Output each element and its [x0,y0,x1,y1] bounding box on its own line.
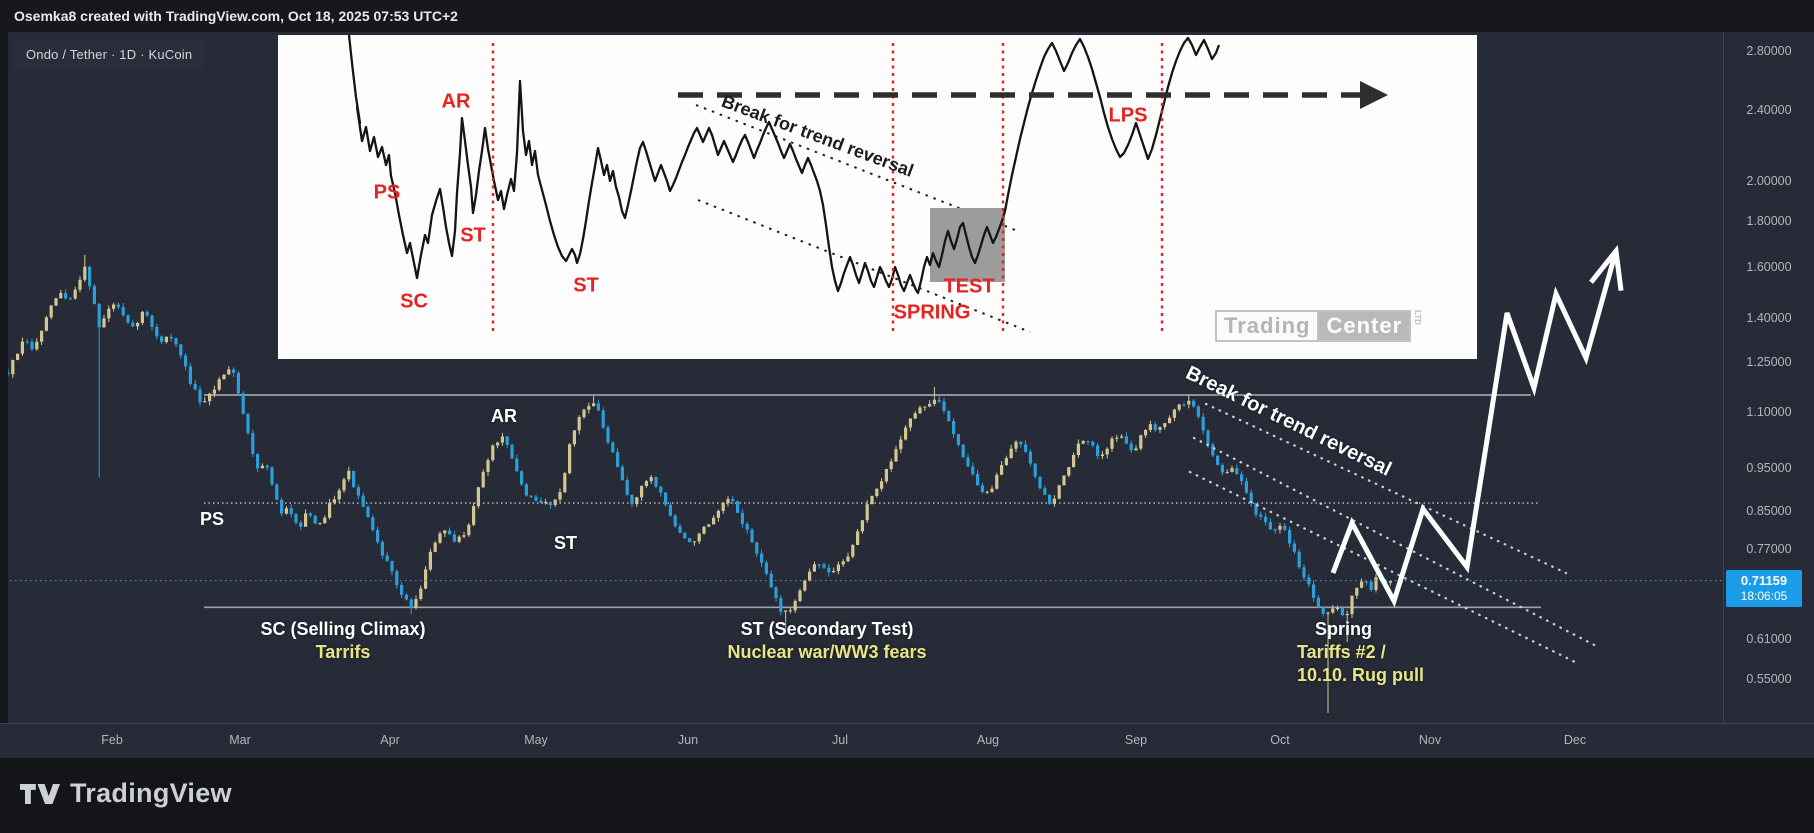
schematic-price-line [347,35,1221,295]
watermark-word-trading: Trading [1215,310,1320,342]
price-tick: 0.55000 [1746,672,1792,686]
schematic-label-ar: AR [441,90,471,113]
price-tick: 0.95000 [1746,461,1792,476]
wyckoff-schematic-inset[interactable]: PS AR ST SC ST SPRING TEST LPS Break for trend … [278,35,1477,359]
left-edge-strip [0,32,8,758]
schematic-label-test: TEST [943,275,995,298]
month-label-feb: Feb [101,733,123,747]
candlesticks [6,254,1392,713]
chart-area: Ondo / Tether · 1D · KuCoin PS AR ST SC ST SP… [0,32,1814,758]
schematic-label-st: ST [460,224,486,247]
price-tick: 1.40000 [1746,311,1792,326]
month-label-apr: Apr [380,733,400,747]
attribution-bar: Osemka8 created with TradingView.com, Oc… [0,0,1814,32]
price-tick: 2.00000 [1746,173,1792,188]
price-tick: 1.10000 [1746,404,1792,419]
price-chart-canvas[interactable] [0,32,1814,758]
trend-channel-dotted-line[interactable] [1188,470,1577,664]
footer-bar: TradingView [0,758,1814,833]
projection-arrowhead [1589,244,1624,291]
schematic-channel-line [695,104,1016,231]
price-tick: 1.25000 [1746,355,1792,370]
tradingview-logo[interactable]: TradingView [20,778,232,809]
price-tick: 2.40000 [1746,103,1792,118]
month-label-jul: Jul [832,733,848,747]
month-label-sep: Sep [1124,733,1148,747]
month-label-aug: Aug [976,733,1000,747]
last-price-badge: 0.71159 18:06:05 [1726,569,1802,607]
price-tick: 1.80000 [1746,214,1792,229]
month-label-may: May [524,733,548,747]
tradingview-logo-icon [20,783,60,804]
schematic-label-st: ST [573,274,599,297]
price-tick: 2.80000 [1746,43,1792,58]
tradingview-logo-text: TradingView [70,778,232,808]
schematic-label-sc: SC [400,290,428,313]
time-scale[interactable]: Feb Mar Apr May Jun Jul Aug Sep Oct Nov Dec [0,723,1814,758]
bar-countdown: 18:06:05 [1740,588,1788,603]
attribution-text: Osemka8 created with TradingView.com, Oc… [14,8,458,24]
schematic-label-lps: LPS [1108,104,1148,127]
watermark-word-center: Center [1319,310,1412,342]
watermark-word-ltd: LTD [1413,310,1423,325]
schematic-label-ps: PS [373,181,401,204]
month-label-mar: Mar [229,733,251,747]
month-label-jun: Jun [677,733,699,747]
month-label-nov: Nov [1418,733,1442,747]
projection-zigzag-arrow[interactable] [1330,250,1619,608]
trend-channel-dotted-line[interactable] [1192,436,1602,650]
schematic-dashed-arrowhead [1360,81,1388,109]
price-tick: 0.61000 [1746,632,1792,647]
schematic-label-spring: SPRING [893,301,971,324]
schematic-canvas [347,35,1388,333]
month-label-oct: Oct [1270,733,1290,747]
price-tick: 1.60000 [1746,259,1792,274]
price-tick: 0.85000 [1746,504,1792,519]
last-price-value: 0.71159 [1740,572,1788,588]
month-label-dec: Dec [1563,733,1587,747]
price-tick: 0.77000 [1746,542,1792,557]
trend-channel-dotted-line[interactable] [1204,402,1568,575]
price-scale[interactable]: 2.80000 2.40000 2.00000 1.80000 1.60000 1.400… [1723,32,1814,723]
symbol-legend[interactable]: Ondo / Tether · 1D · KuCoin [13,39,206,70]
trading-center-watermark: Trading Center LTD [1215,310,1422,342]
